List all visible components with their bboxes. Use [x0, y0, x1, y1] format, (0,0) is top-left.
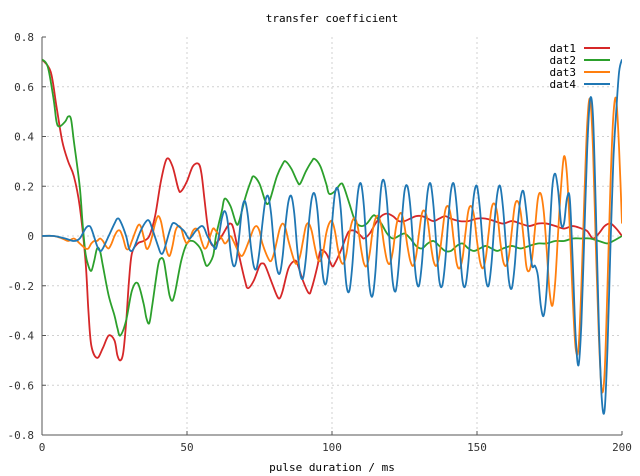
y-tick-label: 0 [27, 230, 34, 243]
y-tick-label: -0.6 [8, 379, 35, 392]
y-tick-label: -0.4 [8, 330, 35, 343]
x-tick-label: 200 [612, 441, 632, 454]
series-group [42, 58, 622, 415]
y-tick-label: 0.4 [14, 131, 34, 144]
tick-labels: 0 50 100 150 200 -0.8 -0.6 -0.4 -0.2 0 0.2 0.4 0.6 0.… [8, 31, 632, 454]
y-tick-label: 0.8 [14, 31, 34, 44]
series-line-dat1 [42, 58, 622, 362]
x-tick-label: 0 [39, 441, 46, 454]
y-tick-label: 0.2 [14, 180, 34, 193]
series-line-dat4 [42, 59, 622, 415]
legend-label-dat1: dat1 [550, 42, 577, 55]
x-tick-label: 50 [180, 441, 193, 454]
y-tick-label: -0.8 [8, 429, 35, 442]
y-tick-label: -0.2 [8, 280, 35, 293]
x-tick-label: 100 [322, 441, 342, 454]
legend-label-dat2: dat2 [550, 54, 577, 67]
y-tick-label: 0.6 [14, 81, 34, 94]
legend-label-dat4: dat4 [550, 78, 577, 91]
series-line-dat2 [42, 58, 622, 337]
legend-label-dat3: dat3 [550, 66, 577, 79]
x-tick-label: 150 [467, 441, 487, 454]
x-axis-label: pulse duration / ms [269, 461, 395, 474]
chart-title: transfer coefficient [266, 12, 398, 25]
